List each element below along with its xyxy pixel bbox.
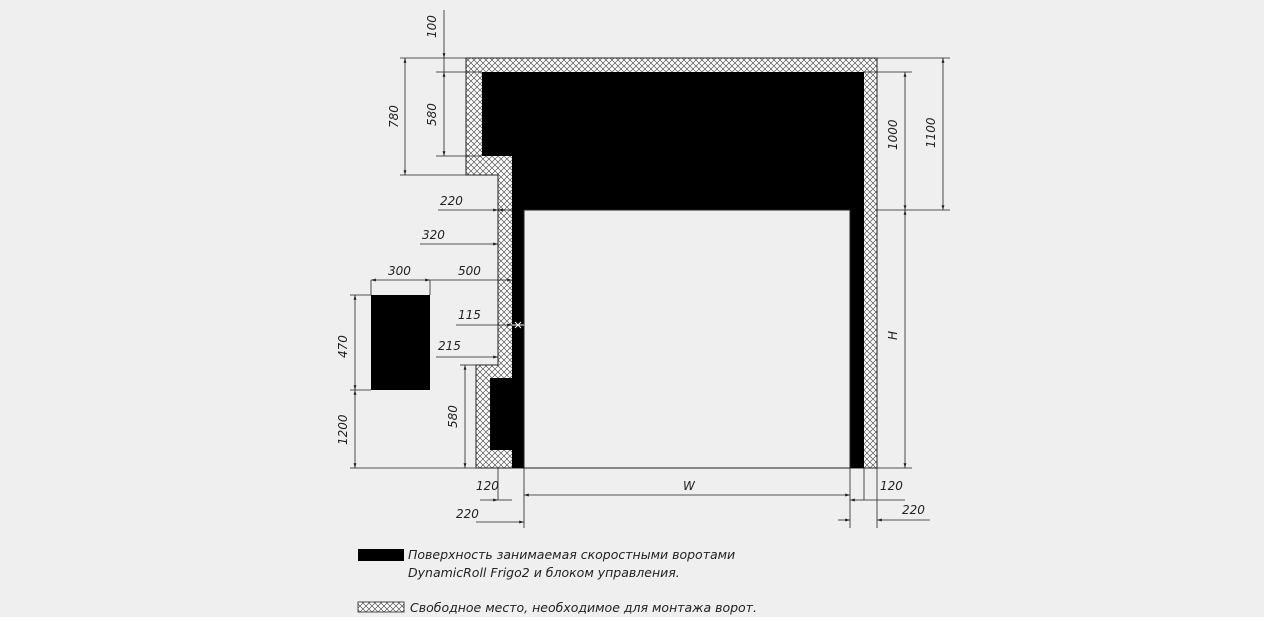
control-box: [371, 295, 430, 390]
dim-470: 470: [336, 335, 350, 358]
legend-solid-swatch: [358, 549, 404, 561]
lower-left-fill: [490, 378, 512, 450]
dim-580-top: 580: [425, 103, 439, 126]
left-guide-fill: [512, 210, 524, 468]
dim-1200: 1200: [336, 414, 350, 445]
dim-h: H: [886, 331, 900, 340]
door-footprint-fill: [482, 72, 864, 468]
cable-entry-mark: [512, 321, 524, 329]
legend-hatched-swatch: [357, 601, 405, 613]
dimension-lines: [353, 10, 945, 524]
door-opening: [523, 209, 851, 469]
extension-lines: [350, 57, 950, 528]
dim-120-right: 120: [880, 479, 903, 493]
dim-100: 100: [425, 15, 439, 38]
dim-500: 500: [458, 264, 481, 278]
dim-780: 780: [387, 105, 401, 128]
dim-215: 215: [438, 339, 461, 353]
legend-solid-line1: Поверхность занимаемая скоростными ворот…: [408, 547, 735, 562]
dim-220-left: 220: [456, 507, 479, 521]
dim-120-left: 120: [476, 479, 499, 493]
dim-580-bottom: 580: [446, 405, 460, 428]
dim-320: 320: [422, 228, 445, 242]
dim-300: 300: [388, 264, 411, 278]
dim-220-top: 220: [440, 194, 463, 208]
dim-1100: 1100: [924, 117, 938, 148]
legend-hatched-text: Свободное место, необходимое для монтажа…: [410, 600, 757, 615]
dim-115: 115: [458, 308, 481, 322]
dim-1000: 1000: [886, 119, 900, 150]
dim-220-right: 220: [902, 503, 925, 517]
dim-w: W: [683, 479, 696, 493]
legend-solid-line2: DynamicRoll Frigo2 и блоком управления.: [408, 565, 680, 580]
